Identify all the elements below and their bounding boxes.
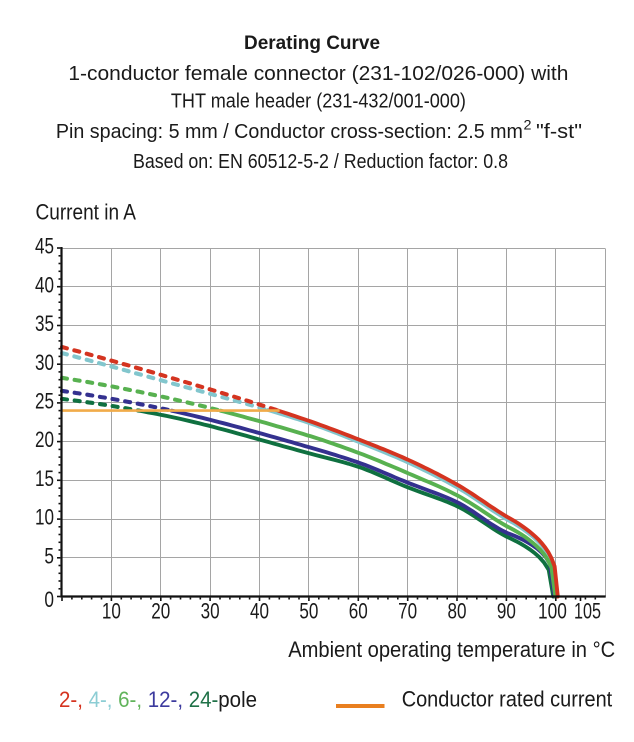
svg-text:40: 40 xyxy=(35,272,54,297)
svg-text:5: 5 xyxy=(44,543,54,568)
svg-text:100: 100 xyxy=(538,599,567,624)
svg-text:90: 90 xyxy=(497,599,516,624)
svg-text:2-, 4-, 6-, 12-, 24-pole: 2-, 4-, 6-, 12-, 24-pole xyxy=(59,687,257,712)
svg-text:Current in A: Current in A xyxy=(36,200,137,225)
svg-text:Based on: EN 60512-5-2 / Reduc: Based on: EN 60512-5-2 / Reduction facto… xyxy=(133,151,508,173)
svg-text:Ambient operating temperature: Ambient operating temperature in °C xyxy=(288,637,615,662)
svg-text:Pin spacing: 5 mm / Conductor: Pin spacing: 5 mm / Conductor cross-sect… xyxy=(56,121,523,143)
svg-text:30: 30 xyxy=(201,599,220,624)
svg-text:10: 10 xyxy=(35,505,54,530)
svg-text:50: 50 xyxy=(299,599,318,624)
svg-text:0: 0 xyxy=(44,587,54,612)
svg-text:80: 80 xyxy=(448,599,467,624)
svg-text:2: 2 xyxy=(524,118,532,133)
svg-text:35: 35 xyxy=(35,311,54,336)
svg-text:20: 20 xyxy=(151,599,170,624)
svg-text:105: 105 xyxy=(574,599,601,624)
svg-text:1-conductor female connector (: 1-conductor female connector (231-102/02… xyxy=(68,63,568,85)
svg-text:Derating Curve: Derating Curve xyxy=(244,33,380,54)
svg-text:20: 20 xyxy=(35,427,54,452)
svg-text:45: 45 xyxy=(35,234,54,259)
svg-text:25: 25 xyxy=(35,389,54,414)
svg-text:15: 15 xyxy=(35,466,54,491)
svg-text:10: 10 xyxy=(102,599,121,624)
svg-text:60: 60 xyxy=(349,599,368,624)
svg-text:40: 40 xyxy=(250,599,269,624)
svg-text:"f-st": "f-st" xyxy=(536,121,582,143)
svg-text:THT male header (231-432/001-0: THT male header (231-432/001-000) xyxy=(171,91,466,113)
svg-text:70: 70 xyxy=(398,599,417,624)
svg-text:Conductor rated current: Conductor rated current xyxy=(402,687,613,712)
svg-text:30: 30 xyxy=(35,350,54,375)
